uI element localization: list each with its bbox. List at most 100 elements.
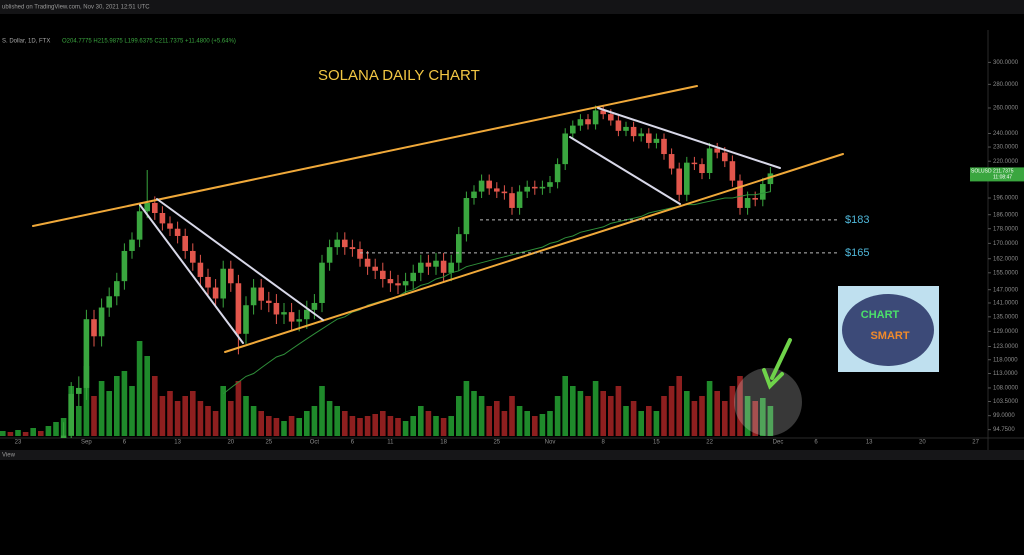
candle-body: [706, 148, 713, 174]
x-tick-label: 18: [440, 440, 447, 446]
price-tag-timer: 11:08:47: [993, 175, 1012, 181]
volume-bar: [167, 391, 173, 436]
volume-bar: [228, 401, 234, 436]
volume-bar: [235, 381, 242, 436]
candle-body: [136, 211, 143, 240]
volume-bar: [509, 396, 515, 436]
candle-body: [623, 126, 629, 131]
candle-body: [456, 234, 462, 263]
volume-bar: [349, 416, 356, 436]
y-tick-label: 230.0000: [993, 145, 1019, 151]
candle-body: [372, 266, 378, 271]
volume-bar: [296, 418, 302, 436]
volume-bar: [539, 414, 546, 436]
volume-bar: [456, 396, 462, 436]
candle-body: [342, 239, 348, 248]
volume-bar: [212, 411, 219, 436]
candle-body: [258, 287, 264, 301]
y-tick-label: 220.0000: [993, 159, 1019, 165]
y-tick-label: 178.0000: [993, 226, 1019, 232]
candle-body: [76, 387, 82, 394]
candle-body: [463, 198, 470, 235]
volume-bar: [425, 411, 432, 436]
x-tick-label: 6: [351, 440, 355, 446]
candle-body: [585, 119, 591, 125]
volume-bar: [501, 411, 508, 436]
candle-body: [349, 247, 356, 250]
volume-bar: [433, 416, 439, 436]
candle-body: [501, 191, 508, 194]
volume-bar: [737, 376, 743, 436]
y-tick-label: 170.0000: [993, 241, 1019, 247]
volume-bar: [752, 401, 758, 436]
volume-bar: [623, 406, 629, 436]
volume-bar: [364, 416, 371, 436]
candle-body: [326, 247, 333, 263]
symbol-label: S. Dollar, 1D, FTX: [2, 39, 50, 45]
candle-body: [668, 154, 675, 169]
candle-body: [319, 262, 325, 303]
x-tick-label: 23: [15, 440, 22, 446]
candle-body: [478, 180, 485, 192]
candle-body: [577, 119, 584, 126]
volume-bar: [182, 396, 188, 436]
chart-title: SOLANA DAILY CHART: [318, 67, 480, 84]
candle-body: [608, 114, 614, 121]
candle-body: [562, 133, 568, 165]
volume-bar: [152, 376, 158, 436]
x-tick-label: 27: [972, 440, 979, 446]
volume-bar: [714, 391, 720, 436]
volume-bar: [380, 411, 386, 436]
volume-bar: [258, 411, 264, 436]
volume-bar: [524, 411, 530, 436]
candle-body: [152, 202, 158, 213]
candle-body: [205, 276, 211, 288]
x-tick-label: Oct: [310, 440, 320, 446]
candle-body: [83, 319, 90, 388]
volume-bar: [243, 396, 249, 436]
header-bar: [0, 0, 1024, 14]
x-tick-label: Sep: [81, 440, 92, 446]
candle-body: [539, 186, 546, 189]
candle-body: [281, 312, 287, 315]
volume-bar: [440, 418, 447, 436]
x-tick-label: 25: [493, 440, 500, 446]
candle-body: [91, 319, 97, 337]
trend-line: [597, 107, 781, 169]
candle-body: [486, 180, 492, 189]
volume-bar: [220, 386, 226, 436]
volume-bar: [402, 421, 409, 436]
y-tick-label: 147.0000: [993, 287, 1019, 293]
candle-body: [288, 312, 295, 322]
candle-body: [220, 268, 226, 299]
volume-bar: [304, 411, 310, 436]
y-tick-label: 94.7500: [993, 427, 1015, 433]
candle-body: [509, 193, 515, 208]
y-tick-label: 99.0000: [993, 413, 1015, 419]
candle-body: [174, 228, 181, 236]
candle-body: [266, 300, 272, 303]
x-tick-label: 8: [602, 440, 606, 446]
x-tick-label: 20: [227, 440, 234, 446]
candle-body: [144, 202, 150, 212]
price-layer: [60, 105, 774, 438]
volume-bar: [22, 432, 29, 436]
volume-bar: [266, 416, 272, 436]
candle-body: [167, 223, 173, 229]
volume-bar: [205, 406, 211, 436]
candle-body: [699, 164, 705, 174]
volume-bar: [250, 406, 257, 436]
volume-bar: [486, 406, 492, 436]
x-tick-label: Nov: [545, 440, 556, 446]
volume-bar: [653, 411, 660, 436]
volume-bar: [562, 376, 568, 436]
y-tick-label: 103.5000: [993, 399, 1019, 405]
candle-body: [60, 435, 67, 438]
candle-body: [714, 148, 720, 153]
candle-body: [159, 212, 166, 224]
volume-bar: [760, 398, 766, 436]
volume-bar: [281, 421, 287, 436]
price-tag-price: 211.7375: [993, 169, 1014, 175]
y-tick-label: 141.0000: [993, 301, 1019, 307]
x-tick-label: 25: [265, 440, 272, 446]
